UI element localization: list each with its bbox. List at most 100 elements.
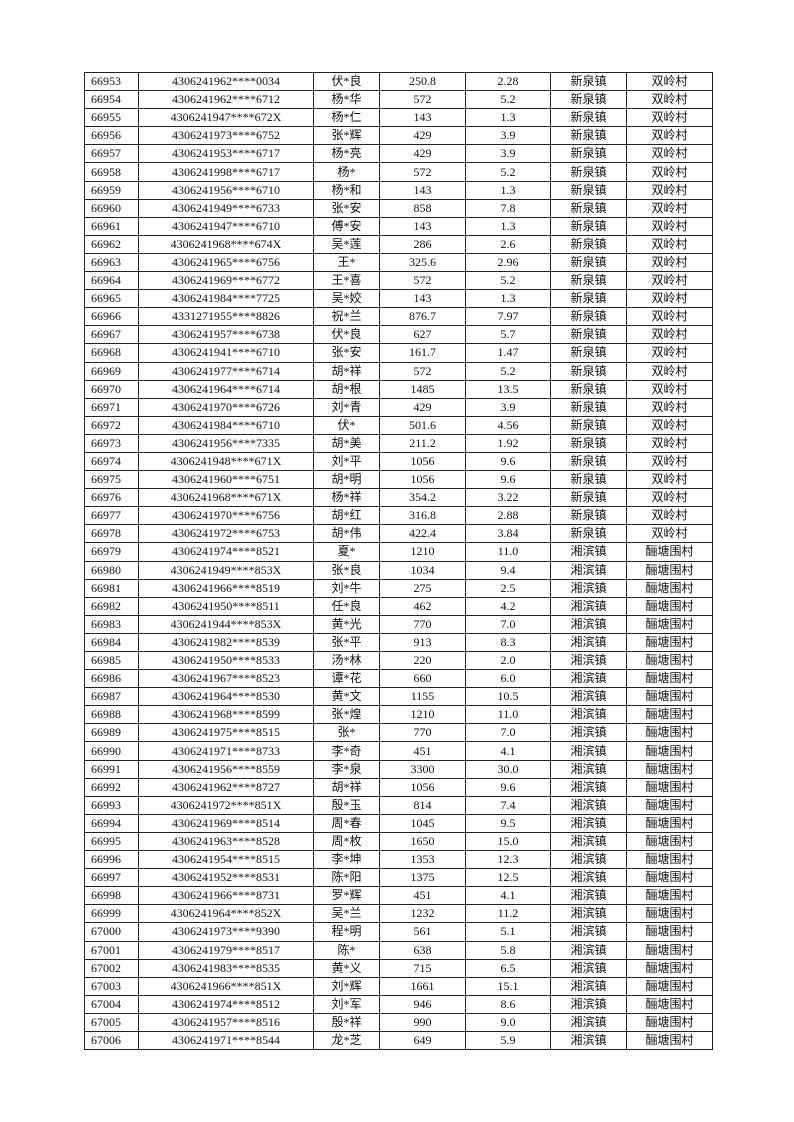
table-row: 66979 4306241974****8521 夏* 1210 11.0 湘滨镇 酾塘围村 [84,542,713,562]
table-row: 66970 4306241964****6714 胡*根 1485 13.5 新泉镇 双岭村 [84,379,713,399]
id-number-cell: 4306241964****852X [138,904,314,924]
village-cell: 酾塘围村 [626,650,713,671]
town-cell: 新泉镇 [550,271,627,291]
area-cell: 4.2 [465,596,551,616]
row-number-cell: 66961 [84,216,139,236]
row-number-cell: 66988 [84,705,139,725]
row-number-cell: 66955 [84,108,139,128]
name-cell: 刘*军 [313,994,380,1014]
table-row: 66978 4306241972****6753 胡*伟 422.4 3.84 新泉镇 双岭… [84,524,713,544]
area-cell: 9.0 [465,1012,551,1032]
row-number-cell: 66989 [84,723,139,743]
row-number-cell: 66984 [84,632,139,653]
name-cell: 谭*花 [313,669,380,689]
table-row: 66963 4306241965****6756 王* 325.6 2.96 新泉镇 双岭村 [84,252,713,273]
village-cell: 双岭村 [626,451,713,472]
village-cell: 双岭村 [626,198,713,218]
area-cell: 5.2 [465,162,551,182]
id-number-cell: 4306241950****8511 [138,596,314,616]
id-number-cell: 4306241969****6772 [138,271,314,291]
area-cell: 9.4 [465,560,551,580]
village-cell: 双岭村 [626,325,713,345]
area-cell: 1.3 [465,108,551,128]
table-row: 66977 4306241970****6756 胡*红 316.8 2.88 新泉镇 双岭… [84,506,713,526]
id-number-cell: 4306241947****6710 [138,216,314,236]
amount-cell: 422.4 [379,524,466,544]
row-number-cell: 66972 [84,415,139,435]
village-cell: 双岭村 [626,90,713,110]
name-cell: 陈* [313,940,380,960]
name-cell: 罗*辉 [313,886,380,906]
area-cell: 12.3 [465,850,551,870]
amount-cell: 451 [379,741,466,761]
town-cell: 湘滨镇 [550,994,627,1014]
town-cell: 新泉镇 [550,506,627,526]
row-number-cell: 67006 [84,1030,139,1051]
area-cell: 9.6 [465,451,551,472]
name-cell: 伏*良 [313,325,380,345]
town-cell: 湘滨镇 [550,886,627,906]
town-cell: 湘滨镇 [550,976,627,996]
area-cell: 11.2 [465,904,551,924]
town-cell: 湘滨镇 [550,958,627,978]
table-row: 66990 4306241971****8733 李*奇 451 4.1 湘滨镇 酾塘围村 [84,741,713,761]
amount-cell: 1045 [379,813,466,833]
village-cell: 酾塘围村 [626,868,713,888]
town-cell: 湘滨镇 [550,542,627,562]
name-cell: 夏* [313,542,380,562]
area-cell: 5.7 [465,325,551,345]
area-cell: 8.6 [465,994,551,1014]
row-number-cell: 66976 [84,488,139,508]
town-cell: 湘滨镇 [550,904,627,924]
row-number-cell: 66981 [84,578,139,598]
amount-cell: 143 [379,108,466,128]
village-cell: 酾塘围村 [626,1012,713,1032]
table-row: 66975 4306241960****6751 胡*明 1056 9.6 新泉镇 双岭村 [84,470,713,490]
table-row: 66989 4306241975****8515 张* 770 7.0 湘滨镇 酾塘围村 [84,723,713,743]
amount-cell: 143 [379,289,466,309]
amount-cell: 451 [379,886,466,906]
id-number-cell: 4306241971****8733 [138,741,314,761]
area-cell: 2.5 [465,578,551,598]
name-cell: 程*明 [313,922,380,942]
table-row: 66982 4306241950****8511 任*良 462 4.2 湘滨镇 酾塘围村 [84,596,713,616]
table-row: 66955 4306241947****672X 杨*仁 143 1.3 新泉镇 双岭村 [84,108,713,128]
area-cell: 13.5 [465,379,551,399]
table-row: 66974 4306241948****671X 刘*平 1056 9.6 新泉镇 双岭村 [84,451,713,472]
amount-cell: 354.2 [379,488,466,508]
amount-cell: 1650 [379,831,466,852]
name-cell: 刘*青 [313,397,380,417]
row-number-cell: 66973 [84,433,139,453]
village-cell: 酾塘围村 [626,596,713,616]
area-cell: 2.88 [465,506,551,526]
area-cell: 7.0 [465,614,551,634]
id-number-cell: 4306241948****671X [138,451,314,472]
village-cell: 酾塘围村 [626,542,713,562]
table-row: 66997 4306241952****8531 陈*阳 1375 12.5 湘滨镇 酾塘围… [84,868,713,888]
name-cell: 祝*兰 [313,307,380,327]
name-cell: 张*安 [313,198,380,218]
amount-cell: 161.7 [379,343,466,363]
table-row: 66983 4306241944****853X 黄*光 770 7.0 湘滨镇 酾塘围村 [84,614,713,634]
amount-cell: 814 [379,795,466,815]
village-cell: 酾塘围村 [626,723,713,743]
town-cell: 湘滨镇 [550,777,627,797]
amount-cell: 660 [379,669,466,689]
id-number-cell: 4306241965****6756 [138,252,314,273]
amount-cell: 876.7 [379,307,466,327]
amount-cell: 858 [379,198,466,218]
row-number-cell: 66992 [84,777,139,797]
area-cell: 4.1 [465,741,551,761]
id-number-cell: 4306241970****6726 [138,397,314,417]
name-cell: 胡*明 [313,470,380,490]
name-cell: 李*泉 [313,759,380,779]
village-cell: 双岭村 [626,361,713,381]
name-cell: 杨* [313,162,380,182]
town-cell: 新泉镇 [550,397,627,417]
village-cell: 酾塘围村 [626,994,713,1014]
id-number-cell: 4306241956****7335 [138,433,314,453]
amount-cell: 572 [379,90,466,110]
village-cell: 酾塘围村 [626,922,713,942]
town-cell: 湘滨镇 [550,560,627,580]
id-number-cell: 4306241949****853X [138,560,314,580]
